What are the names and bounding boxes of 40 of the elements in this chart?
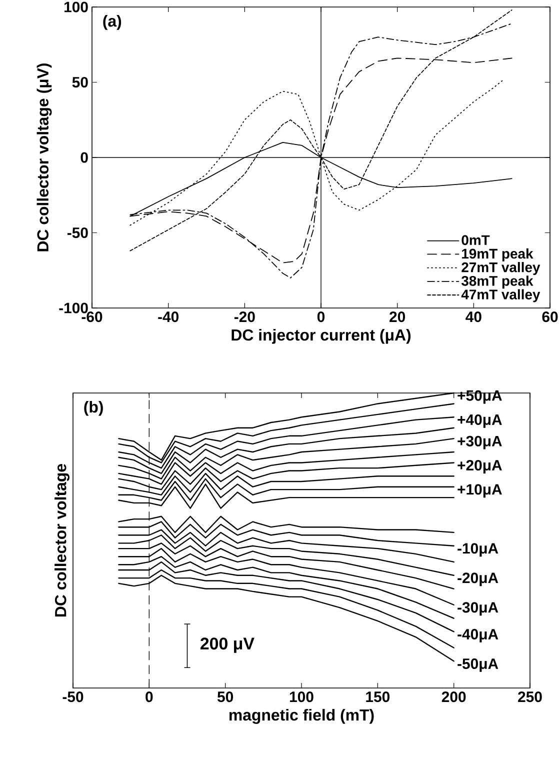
x-tick-label: 200 bbox=[442, 692, 466, 702]
x-tick-label: 20 bbox=[390, 312, 406, 322]
series-label: +10μA bbox=[458, 484, 502, 498]
series-label: -50μA bbox=[458, 658, 498, 672]
x-tick-label: -60 bbox=[82, 312, 102, 322]
legend-label: 38mT peak bbox=[461, 276, 534, 289]
y-tick-label: -100 bbox=[59, 302, 88, 314]
legend-label: +50μA bbox=[458, 390, 502, 404]
x-tick-label: 40 bbox=[466, 312, 482, 322]
legend-label: 19mT peak bbox=[462, 248, 534, 262]
y-tick-label: 0 bbox=[80, 152, 88, 163]
annotation: 200 μV bbox=[200, 638, 254, 653]
x-tick-label: 0 bbox=[146, 692, 153, 702]
y-tick-label: 100 bbox=[64, 2, 88, 12]
y-tick-label: 50 bbox=[72, 76, 88, 88]
x-tick-label: 60 bbox=[542, 312, 558, 322]
series-label: -30μA bbox=[458, 602, 498, 616]
legend-label: 0mT bbox=[462, 235, 490, 246]
chart-title: (b) bbox=[84, 400, 103, 416]
x-tick-label: 250 bbox=[518, 692, 542, 702]
series-label: -20μA bbox=[458, 572, 498, 586]
x-axis-title: magnetic field (mT) bbox=[229, 708, 374, 724]
x-axis-title: DC injector current (μA) bbox=[232, 328, 411, 344]
chart-title: (a) bbox=[103, 15, 122, 30]
x-tick-label: 50 bbox=[217, 692, 234, 702]
legend-label: 27mT valley bbox=[462, 262, 540, 276]
y-axis-title: DC collector voltage (μV) bbox=[36, 64, 52, 252]
y-axis-title: DC collector voltage bbox=[54, 464, 70, 616]
x-tick-label: -20 bbox=[234, 312, 255, 322]
x-tick-label: -40 bbox=[158, 312, 179, 322]
series-label: -10μA bbox=[458, 543, 498, 557]
x-tick-label: 100 bbox=[290, 692, 314, 702]
legend-label: 47mT valley bbox=[461, 289, 540, 302]
series-label: +40μA bbox=[458, 414, 502, 428]
x-tick-label: 150 bbox=[366, 692, 390, 702]
y-tick-label: -50 bbox=[67, 227, 88, 238]
x-tick-label: 0 bbox=[317, 312, 325, 322]
series-label: +30μA bbox=[458, 436, 502, 450]
series-label: +20μA bbox=[458, 460, 502, 474]
series-label: -40μA bbox=[458, 628, 498, 642]
